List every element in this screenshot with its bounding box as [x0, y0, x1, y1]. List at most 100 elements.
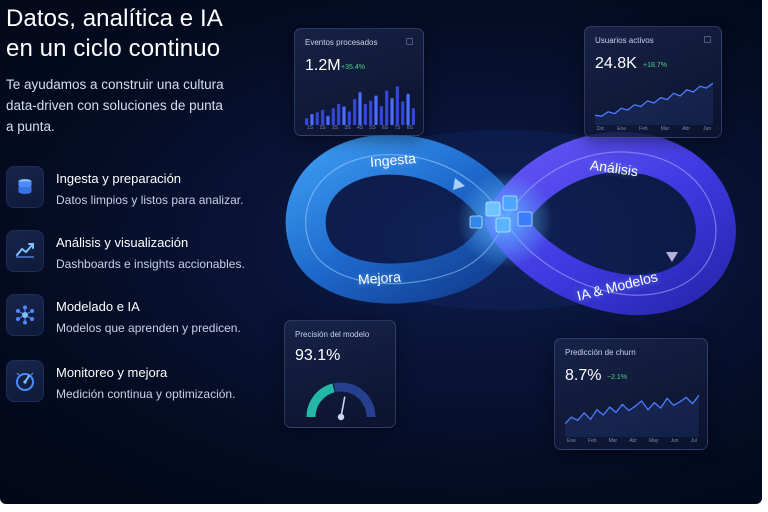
x-tick-label: 5S [369, 125, 376, 131]
card-label: Precisión del modelo [295, 330, 370, 339]
expand-icon [406, 38, 413, 45]
subtitle-line-2: data-driven con soluciones de punta [6, 98, 223, 113]
bar [321, 109, 325, 125]
events-card: Eventos procesados 1.2M +35.4% 1S 1S 2S 3S 4… [294, 28, 424, 136]
x-tick-label: Abr [629, 438, 637, 444]
bar [363, 104, 367, 125]
x-tick-label: Jun [702, 126, 711, 132]
feature-monitoreo: Monitoreo y mejora Medición continua y o… [6, 360, 276, 408]
database-icon [6, 166, 44, 208]
bar [337, 104, 341, 125]
card-value: 1.2M [305, 57, 341, 74]
card-delta: +35.4% [341, 64, 365, 71]
precision-card: Precisión del modelo 93.1% [284, 320, 396, 428]
feature-description: Medición continua y optimización. [56, 387, 236, 401]
feature-title: Análisis y visualización [56, 235, 189, 250]
x-tick-label: 6S [381, 125, 389, 131]
x-tick-label: 4S [356, 125, 364, 131]
bar [374, 95, 378, 125]
feature-description: Dashboards e insights accionables. [56, 257, 245, 271]
bar [385, 90, 389, 125]
card-label: Predicción de churn [565, 348, 636, 357]
line-series [565, 394, 699, 425]
bar [390, 98, 394, 125]
x-tick-label: Ene [617, 126, 627, 132]
page-title: Datos, analítica e IA en un ciclo contin… [6, 4, 276, 64]
page-subtitle: Te ayudamos a construir una cultura data… [6, 74, 236, 137]
bar [369, 100, 373, 125]
x-tick-label: Ene [567, 438, 576, 444]
card-value: 24.8K [595, 55, 637, 72]
users-line-chart [595, 82, 713, 125]
x-tick-label: Abr [682, 126, 690, 132]
users-card: Usuarios activos 24.8K +18.7% Dic Ene Feb M… [584, 26, 722, 138]
bar [401, 101, 405, 125]
gauge-arc-low [306, 383, 335, 418]
card-delta: +18.7% [643, 62, 667, 69]
bar [305, 118, 309, 125]
feature-description: Datos limpios y listos para analizar. [56, 193, 244, 207]
expand-icon [704, 36, 711, 43]
bar [342, 106, 346, 125]
x-tick-label: 8S [406, 125, 413, 131]
gauge-pivot [337, 413, 345, 421]
gauge-arc-high [333, 382, 376, 418]
gauge-needle [340, 396, 346, 418]
bar [315, 112, 319, 125]
x-tick-label: Feb [639, 126, 648, 132]
x-tick-label: Mar [660, 126, 670, 132]
hero-panel: Ingesta Análisis IA & Modelos Mejora Dat… [0, 0, 762, 504]
feature-description: Modelos que aprenden y predicen. [56, 321, 241, 335]
card-value: 8.7% [565, 367, 602, 384]
x-tick-label: 1S [307, 125, 314, 131]
cycle-stage-mejora: Mejora [357, 268, 402, 288]
trend-chart-icon [6, 230, 44, 272]
feature-title: Ingesta y preparación [56, 171, 182, 186]
x-tick-label: Dic [597, 126, 605, 132]
x-tick-label: Feb [587, 438, 597, 444]
feature-title: Monitoreo y mejora [56, 365, 168, 380]
cycle-graphic [285, 130, 736, 316]
bar [326, 115, 330, 125]
page-title-line-1: Datos, analítica e IA [6, 5, 223, 32]
x-tick-label: 1S [319, 125, 326, 131]
churn-x-ticks: Ene Feb Mar Abr May Jun Jul [567, 438, 697, 444]
bar [406, 93, 410, 125]
subtitle-line-3: a punta. [6, 119, 55, 134]
bar [347, 111, 351, 125]
subtitle-line-1: Te ayudamos a construir una cultura [6, 77, 224, 92]
events-x-ticks: 1S 1S 2S 3S 4S 5S 6S 7S 8S [307, 125, 413, 131]
card-value: 93.1% [295, 347, 341, 364]
x-tick-label: 2S [331, 125, 339, 131]
events-bar-chart [305, 86, 415, 125]
feature-analisis: Análisis y visualización Dashboards e in… [6, 230, 276, 278]
churn-line-chart [565, 394, 699, 437]
feature-modelado: Modelado e IA Modelos que aprenden y pre… [6, 294, 276, 342]
bar [358, 92, 362, 125]
x-tick-label: 3S [344, 125, 351, 131]
x-tick-label: May [649, 438, 659, 444]
precision-gauge [306, 382, 376, 421]
line-series [595, 82, 713, 117]
gauge-icon [6, 360, 44, 402]
page-title-line-2: en un ciclo continuo [6, 35, 221, 62]
x-tick-label: Jul [690, 438, 697, 444]
feature-ingesta: Ingesta y preparación Datos limpios y li… [6, 166, 276, 214]
bar [411, 108, 415, 125]
x-tick-label: 7S [394, 125, 401, 131]
churn-card: Predicción de churn 8.7% −2.1% Ene Feb Mar… [554, 338, 708, 450]
users-x-ticks: Dic Ene Feb Mar Abr Jun [597, 126, 711, 132]
x-tick-label: Jun [670, 438, 679, 444]
line-area [565, 395, 699, 437]
feature-title: Modelado e IA [56, 299, 140, 314]
card-label: Eventos procesados [305, 38, 378, 47]
card-delta: −2.1% [607, 374, 628, 381]
bar [310, 114, 314, 125]
bar [395, 86, 399, 125]
card-label: Usuarios activos [595, 36, 654, 45]
x-tick-label: Mar [608, 438, 618, 444]
bar [331, 108, 335, 125]
neural-network-icon [6, 294, 44, 336]
bar [353, 98, 357, 125]
bar [379, 106, 383, 125]
